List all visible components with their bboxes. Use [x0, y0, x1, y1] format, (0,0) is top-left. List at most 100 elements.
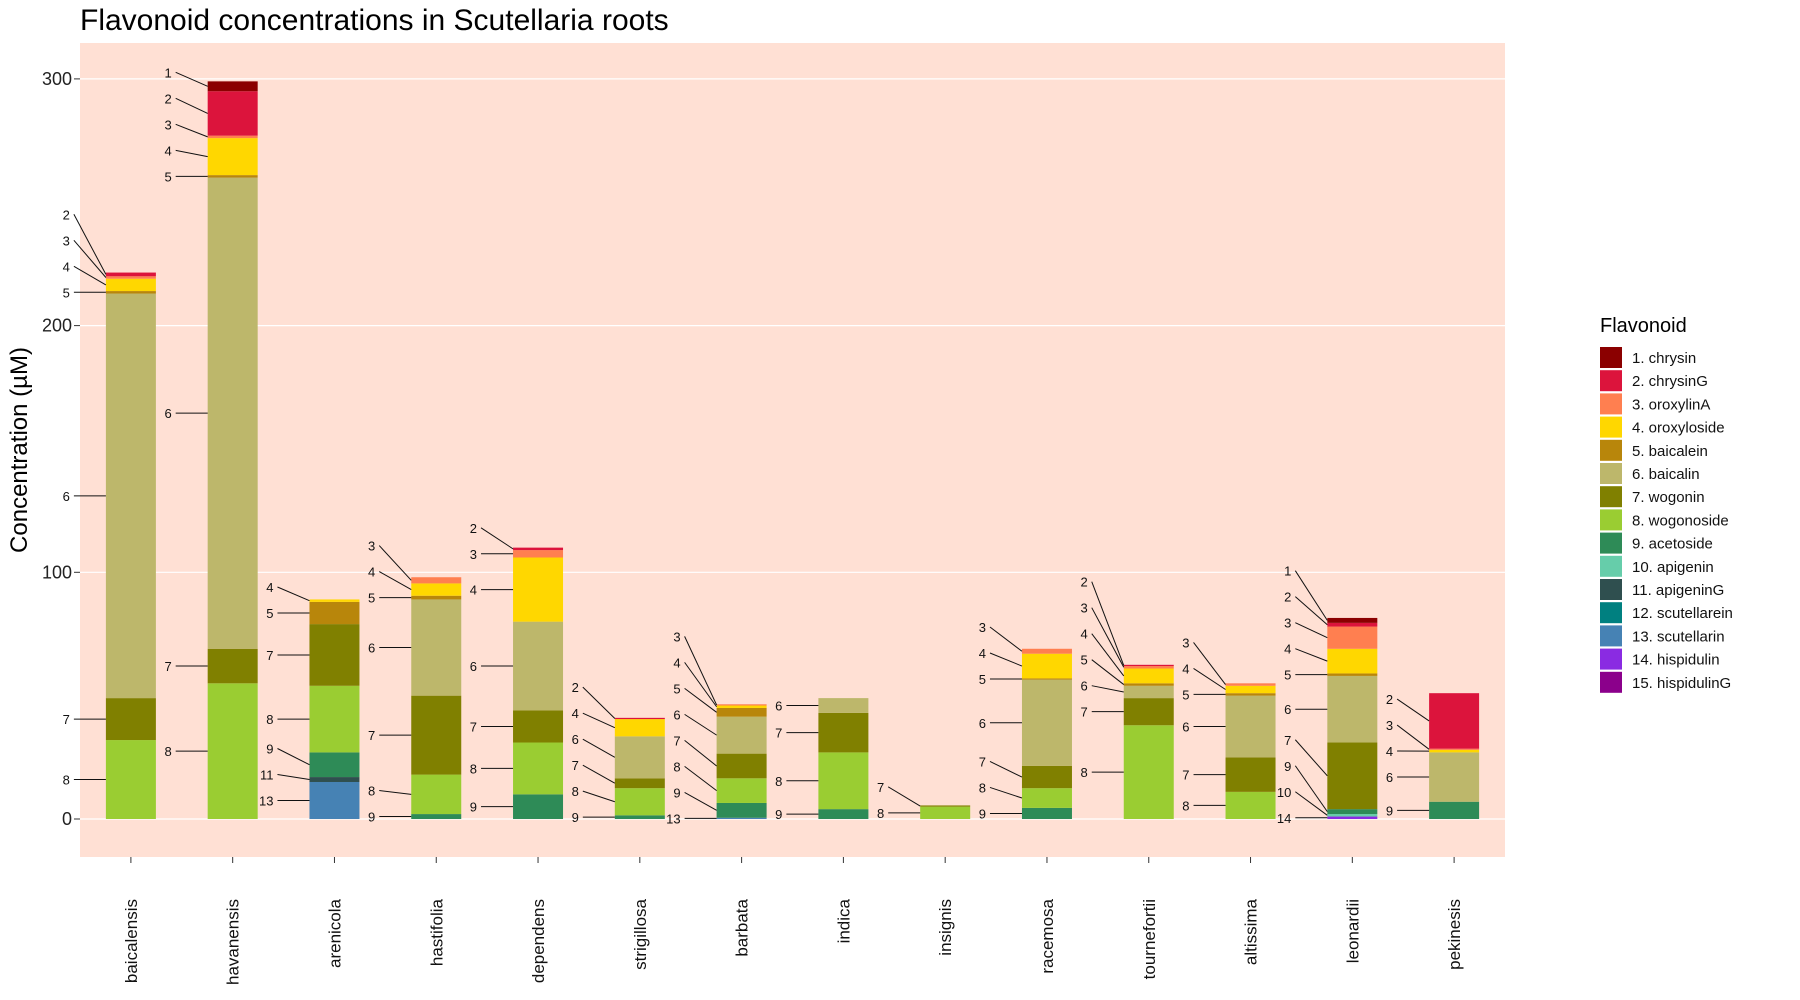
segment-label: 7: [63, 712, 70, 727]
bar-segment: [411, 599, 462, 696]
legend-swatch: [1600, 370, 1622, 392]
segment-label: 5: [1284, 668, 1291, 683]
segment-label: 3: [1386, 718, 1393, 733]
segment-label: 8: [63, 773, 70, 788]
segment-label: 13: [259, 793, 273, 808]
label-leader: [1091, 607, 1125, 668]
bar-segment: [1123, 666, 1174, 669]
segment-label: 2: [470, 521, 477, 536]
segment-label: 4: [1284, 642, 1291, 657]
bar-segment: [1123, 685, 1174, 699]
legend-swatch: [1600, 463, 1622, 484]
bar-segment: [309, 781, 360, 819]
segment-label: 2: [164, 91, 171, 106]
bar-segment: [614, 778, 665, 789]
segment-label: 9: [368, 810, 375, 825]
bar-segment: [513, 710, 564, 743]
segment-label: 7: [775, 726, 782, 741]
x-tick-label: indica: [834, 898, 853, 943]
segment-label: 6: [1182, 719, 1189, 734]
label-leader: [1091, 581, 1125, 666]
bar-segment: [716, 753, 767, 779]
legend-swatch: [1600, 648, 1622, 670]
segment-label: 4: [1386, 744, 1393, 759]
segment-label: 3: [673, 629, 680, 644]
legend-entry: 1. chrysin: [1632, 350, 1696, 367]
segment-label: 4: [368, 565, 375, 580]
legend-entry: 15. hispidulinG: [1632, 675, 1731, 692]
segment-label: 9: [1284, 759, 1291, 774]
bar-segment: [920, 806, 971, 819]
x-tick-label: pekinesis: [1445, 899, 1464, 970]
label-leader: [989, 760, 1023, 778]
segment-label: 7: [877, 780, 884, 795]
label-leader: [73, 265, 107, 286]
segment-label: 7: [572, 758, 579, 773]
bar-segment: [309, 624, 360, 686]
bar-segment: [1327, 742, 1378, 810]
label-leader: [989, 786, 1023, 799]
bar-segment: [1225, 685, 1276, 694]
bar-segment: [207, 135, 258, 139]
legend-swatch: [1600, 347, 1622, 368]
bar-segment: [1021, 648, 1072, 654]
bar-segment: [1225, 693, 1276, 696]
legend-swatch: [1600, 486, 1622, 508]
bar-segment: [411, 595, 462, 600]
bar-segment: [920, 805, 971, 807]
segment-label: 1: [164, 65, 171, 80]
bar-segment: [1429, 752, 1480, 802]
bar-segment: [513, 547, 564, 551]
legend-entry: 10. apigenin: [1632, 559, 1714, 576]
label-leader: [480, 527, 514, 550]
bar-segment: [614, 717, 665, 720]
bar-segment: [1327, 673, 1378, 676]
bar-segment: [1021, 679, 1072, 766]
segment-label: 3: [164, 117, 171, 132]
legend-entry: 2. chrysinG: [1632, 373, 1708, 390]
legend-swatch: [1600, 625, 1622, 647]
bar-segment: [1327, 816, 1378, 819]
x-tick-label: insignis: [936, 899, 955, 956]
label-leader: [582, 738, 616, 758]
label-leader: [1091, 659, 1125, 685]
segment-label: 9: [673, 785, 680, 800]
bar-segment: [105, 276, 156, 279]
label-leader: [1294, 570, 1328, 621]
segment-label: 5: [979, 672, 986, 687]
legend-entry: 13. scutellarin: [1632, 628, 1725, 645]
label-leader: [582, 686, 616, 719]
label-leader: [1294, 596, 1328, 626]
bar-segment: [1327, 617, 1378, 623]
segment-label: 9: [470, 800, 477, 815]
segment-label: 2: [1081, 575, 1088, 590]
label-leader: [1396, 698, 1430, 722]
segment-label: 9: [572, 810, 579, 825]
legend-swatch: [1600, 579, 1622, 600]
segment-label: 11: [260, 767, 274, 782]
bar-segment: [309, 777, 360, 782]
label-leader: [582, 764, 616, 784]
segment-label: 4: [979, 646, 986, 661]
y-axis: 0 100 200 300: [42, 69, 80, 829]
legend-swatch: [1600, 532, 1622, 554]
bar-segment: [1123, 668, 1174, 684]
x-tick-label: havanensis: [224, 899, 243, 985]
segment-label: 3: [368, 539, 375, 554]
segment-label: 2: [1386, 692, 1393, 707]
legend-swatch: [1600, 393, 1622, 415]
label-leader: [684, 791, 717, 811]
bar-segment: [411, 814, 462, 819]
segment-label: 7: [1081, 705, 1088, 720]
bar-segment: [614, 788, 665, 816]
legend-swatch: [1600, 509, 1622, 531]
bar-segment: [207, 177, 258, 649]
segment-label: 3: [1182, 635, 1189, 650]
label-leader: [1091, 685, 1124, 693]
label-leader: [175, 149, 208, 158]
label-leader: [175, 123, 208, 138]
label-leader: [1396, 724, 1430, 750]
label-leader: [887, 786, 921, 807]
bar-segment: [207, 648, 258, 684]
bar-segment: [1225, 791, 1276, 819]
